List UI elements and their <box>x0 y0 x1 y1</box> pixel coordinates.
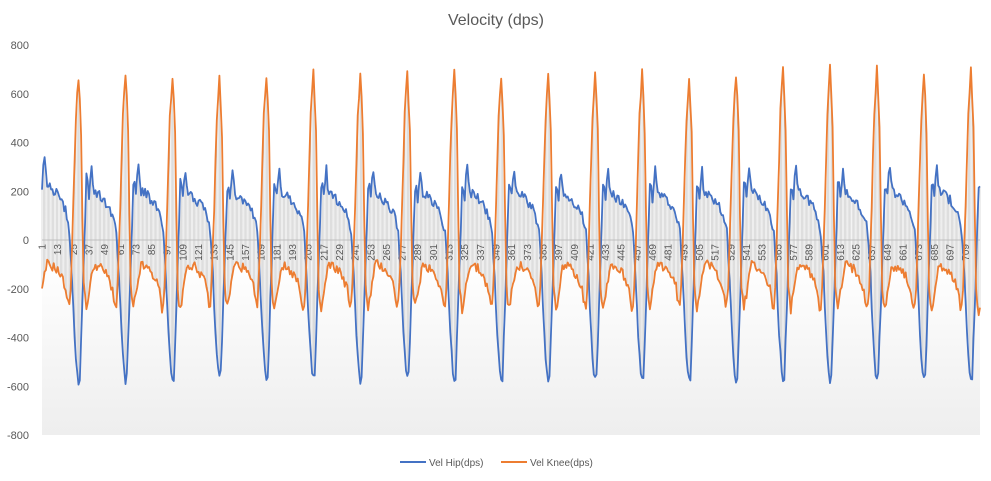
x-tick-label: 49 <box>100 244 111 256</box>
x-tick-label: 25 <box>69 244 80 256</box>
x-tick-label: 661 <box>899 244 910 261</box>
legend: Vel Hip(dps) Vel Knee(dps) <box>400 458 593 469</box>
x-tick-label: 337 <box>476 244 487 261</box>
x-tick-label: 265 <box>382 244 393 261</box>
x-tick-label: 385 <box>539 244 550 261</box>
chart-title: Velocity (dps) <box>448 12 544 29</box>
x-tick-labels: 1 13 25 37 49 61 73 85 97 109 121 133 145 157 169 181 19… <box>38 244 973 261</box>
x-tick-label: 637 <box>867 244 878 261</box>
x-tick-label: 241 <box>351 244 362 261</box>
y-tick-label: -800 <box>7 430 29 442</box>
x-tick-label: 397 <box>554 244 565 261</box>
x-tick-label: 529 <box>726 244 737 261</box>
x-tick-label: 73 <box>131 244 142 256</box>
x-tick-label: 1 <box>38 244 49 250</box>
x-tick-label: 61 <box>116 244 127 256</box>
legend-item: Vel Hip(dps) <box>400 458 483 469</box>
x-tick-label: 697 <box>946 244 957 261</box>
x-tick-label: 445 <box>617 244 628 261</box>
x-tick-label: 673 <box>914 244 925 261</box>
y-tick-label: 400 <box>11 138 29 150</box>
x-tick-label: 301 <box>429 244 440 261</box>
x-tick-label: 565 <box>773 244 784 261</box>
x-tick-label: 193 <box>288 244 299 261</box>
x-tick-label: 205 <box>304 244 315 261</box>
x-tick-label: 481 <box>664 244 675 261</box>
x-tick-label: 373 <box>523 244 534 261</box>
series-line-vel-hip <box>41 156 981 386</box>
x-tick-label: 433 <box>601 244 612 261</box>
x-tick-label: 469 <box>648 244 659 261</box>
x-tick-label: 97 <box>163 244 174 256</box>
x-tick-label: 253 <box>366 244 377 261</box>
x-tick-label: 133 <box>210 244 221 261</box>
y-tick-label: 800 <box>11 40 29 52</box>
x-tick-label: 517 <box>711 244 722 261</box>
x-tick-label: 409 <box>570 244 581 261</box>
x-tick-label: 313 <box>445 244 456 261</box>
x-tick-label: 325 <box>460 244 471 261</box>
x-tick-label: 169 <box>257 244 268 261</box>
x-tick-label: 553 <box>758 244 769 261</box>
x-tick-label: 85 <box>147 244 158 256</box>
x-tick-label: 229 <box>335 244 346 261</box>
x-tick-label: 121 <box>194 244 205 261</box>
x-tick-label: 709 <box>961 244 972 261</box>
y-tick-label: -400 <box>7 333 29 345</box>
x-tick-label: 541 <box>742 244 753 261</box>
x-tick-label: 421 <box>585 244 596 261</box>
legend-item: Vel Knee(dps) <box>501 458 593 469</box>
y-tick-label: -200 <box>7 284 29 296</box>
legend-label: Vel Hip(dps) <box>429 458 483 469</box>
x-tick-label: 577 <box>789 244 800 261</box>
x-tick-label: 613 <box>836 244 847 261</box>
x-tick-label: 505 <box>695 244 706 261</box>
x-tick-label: 157 <box>241 244 252 261</box>
y-tick-label: 200 <box>11 186 29 198</box>
y-axis: 800 600 400 200 0 -200 -400 -600 -800 <box>7 40 29 442</box>
x-tick-label: 589 <box>805 244 816 261</box>
x-tick-label: 289 <box>413 244 424 261</box>
x-tick-label: 277 <box>398 244 409 261</box>
x-tick-label: 145 <box>225 244 236 261</box>
x-tick-label: 601 <box>820 244 831 261</box>
x-tick-label: 625 <box>852 244 863 261</box>
x-tick-label: 685 <box>930 244 941 261</box>
x-tick-label: 13 <box>53 244 64 256</box>
y-tick-label: -600 <box>7 381 29 393</box>
x-tick-label: 457 <box>632 244 643 261</box>
x-tick-label: 493 <box>679 244 690 261</box>
x-tick-label: 181 <box>272 244 283 261</box>
legend-label: Vel Knee(dps) <box>530 458 593 469</box>
x-tick-label: 217 <box>319 244 330 261</box>
x-tick-label: 109 <box>178 244 189 261</box>
y-tick-label: 600 <box>11 89 29 101</box>
series-layer <box>41 63 981 386</box>
x-tick-label: 37 <box>85 244 96 256</box>
y-tick-label: 0 <box>23 235 29 247</box>
series-line-vel-knee <box>41 63 981 317</box>
x-tick-label: 649 <box>883 244 894 261</box>
x-tick-label: 361 <box>507 244 518 261</box>
x-tick-label: 349 <box>492 244 503 261</box>
